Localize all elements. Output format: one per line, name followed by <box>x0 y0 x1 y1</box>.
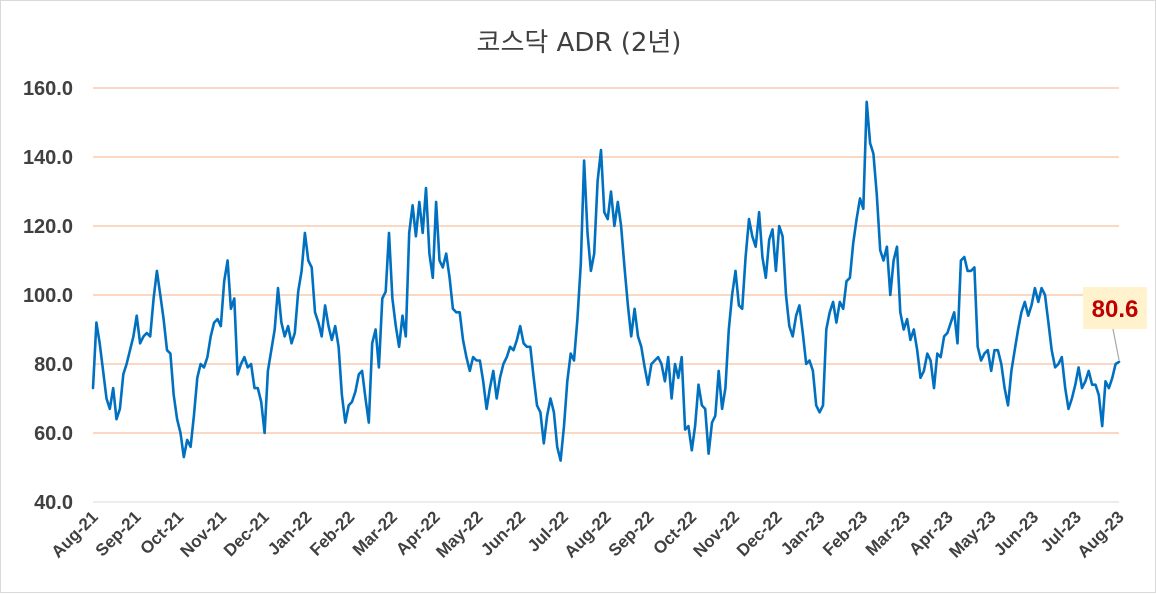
x-tick-label: Aug-21 <box>48 507 102 561</box>
y-tick-label: 40.0 <box>34 492 73 514</box>
x-tick-label: May-23 <box>945 507 999 561</box>
annotation-leader-line <box>1112 328 1120 361</box>
x-tick-label: Feb-22 <box>306 507 358 559</box>
series-layer <box>91 100 1121 462</box>
y-tick-label: 140.0 <box>23 147 73 169</box>
annotation-box <box>1083 287 1147 329</box>
annotation: 80.6 <box>1083 287 1147 361</box>
x-tick-label: Dec-21 <box>220 507 273 560</box>
x-tick-label: Mar-23 <box>862 507 914 559</box>
x-axis-ticks: Aug-21Sep-21Oct-21Nov-21Dec-21Jan-22Feb-… <box>48 507 1128 561</box>
y-axis-ticks: 40.0 60.0 80.0 100.0 120.0 140.0 160.0 <box>23 78 73 514</box>
chart-title: 코스닥 ADR (2년) <box>477 28 682 58</box>
y-tick-label: 60.0 <box>34 423 73 445</box>
y-tick-label: 100.0 <box>23 285 73 307</box>
x-tick-label: Aug-23 <box>1074 507 1128 561</box>
x-tick-label: Sep-21 <box>92 507 145 560</box>
series-line <box>91 100 1121 462</box>
x-tick-label: Nov-21 <box>177 507 231 561</box>
x-tick-label: Jun-22 <box>477 507 529 559</box>
x-tick-label: Sep-22 <box>605 507 658 560</box>
x-tick-label: May-22 <box>432 507 486 561</box>
x-tick-label: Jun-23 <box>990 507 1042 559</box>
x-tick-label: Jan-23 <box>777 507 829 559</box>
y-tick-label: 160.0 <box>23 78 73 100</box>
annotation-label: 80.6 <box>1092 296 1139 323</box>
x-tick-label: Dec-22 <box>733 507 786 560</box>
y-tick-label: 80.0 <box>34 354 73 376</box>
x-tick-label: Aug-22 <box>561 507 615 561</box>
gridlines <box>93 87 1119 503</box>
x-tick-label: Nov-22 <box>690 507 744 561</box>
y-tick-label: 120.0 <box>23 216 73 238</box>
x-tick-label: Feb-23 <box>819 507 871 559</box>
x-tick-label: Mar-22 <box>349 507 401 559</box>
x-tick-label: Jan-22 <box>264 507 316 559</box>
